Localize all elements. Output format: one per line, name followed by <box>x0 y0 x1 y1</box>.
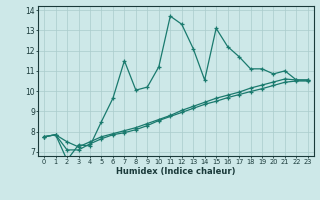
X-axis label: Humidex (Indice chaleur): Humidex (Indice chaleur) <box>116 167 236 176</box>
